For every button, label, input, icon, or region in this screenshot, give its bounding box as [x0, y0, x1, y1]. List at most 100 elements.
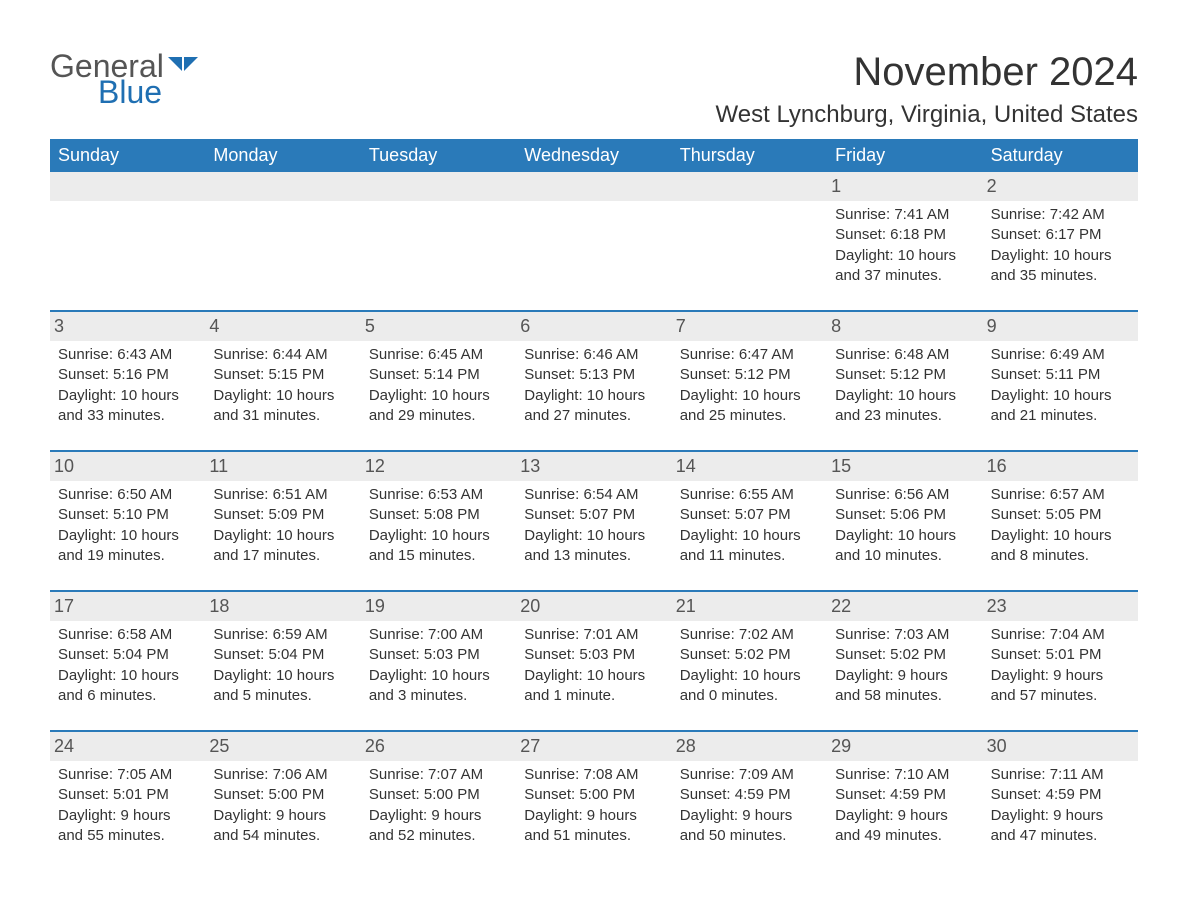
day-cell: 3Sunrise: 6:43 AMSunset: 5:16 PMDaylight…: [50, 312, 205, 450]
day-sunrise: Sunrise: 6:50 AM: [58, 485, 197, 505]
day-d1: Daylight: 10 hours: [680, 666, 819, 686]
day-info: Sunrise: 7:10 AMSunset: 4:59 PMDaylight:…: [835, 765, 974, 846]
day-sunrise: Sunrise: 7:01 AM: [524, 625, 663, 645]
day-sunset: Sunset: 4:59 PM: [680, 785, 819, 805]
day-info: Sunrise: 6:53 AMSunset: 5:08 PMDaylight:…: [369, 485, 508, 566]
day-sunrise: Sunrise: 6:55 AM: [680, 485, 819, 505]
day-sunset: Sunset: 5:13 PM: [524, 365, 663, 385]
day-d1: Daylight: 10 hours: [524, 666, 663, 686]
day-info: Sunrise: 6:45 AMSunset: 5:14 PMDaylight:…: [369, 345, 508, 426]
day-d2: and 49 minutes.: [835, 826, 974, 846]
day-number: 9: [983, 312, 1138, 341]
day-sunset: Sunset: 5:07 PM: [680, 505, 819, 525]
day-d1: Daylight: 10 hours: [680, 386, 819, 406]
day-sunrise: Sunrise: 7:00 AM: [369, 625, 508, 645]
day-cell: 26Sunrise: 7:07 AMSunset: 5:00 PMDayligh…: [361, 732, 516, 870]
day-sunset: Sunset: 5:06 PM: [835, 505, 974, 525]
day-sunrise: Sunrise: 6:46 AM: [524, 345, 663, 365]
day-cell: 2 Sunrise: 7:42 AMSunset: 6:17 PMDaylight…: [983, 172, 1138, 310]
dow-thursday: Thursday: [672, 139, 827, 172]
day-d2: and 27 minutes.: [524, 406, 663, 426]
day-sunrise: Sunrise: 6:51 AM: [213, 485, 352, 505]
day-sunrise: Sunrise: 7:02 AM: [680, 625, 819, 645]
day-cell: 9Sunrise: 6:49 AMSunset: 5:11 PMDaylight…: [983, 312, 1138, 450]
logo-text-block: General Blue: [50, 50, 198, 108]
day-sunrise: Sunrise: 6:54 AM: [524, 485, 663, 505]
day-sunrise: Sunrise: 7:05 AM: [58, 765, 197, 785]
day-info: Sunrise: 7:05 AMSunset: 5:01 PMDaylight:…: [58, 765, 197, 846]
day-number: 30: [983, 732, 1138, 761]
day-info: Sunrise: 7:06 AMSunset: 5:00 PMDaylight:…: [213, 765, 352, 846]
day-d2: and 58 minutes.: [835, 686, 974, 706]
day-cell: [205, 172, 360, 310]
day-sunset: Sunset: 5:03 PM: [369, 645, 508, 665]
day-cell: 8Sunrise: 6:48 AMSunset: 5:12 PMDaylight…: [827, 312, 982, 450]
day-cell: 29 Sunrise: 7:10 AMSunset: 4:59 PMDayligh…: [827, 732, 982, 870]
day-number: 16: [983, 452, 1138, 481]
day-d2: and 17 minutes.: [213, 546, 352, 566]
day-d2: and 0 minutes.: [680, 686, 819, 706]
dow-saturday: Saturday: [983, 139, 1138, 172]
day-d1: Daylight: 10 hours: [991, 526, 1130, 546]
day-info: Sunrise: 7:42 AMSunset: 6:17 PMDaylight:…: [991, 205, 1130, 286]
day-cell: 6Sunrise: 6:46 AMSunset: 5:13 PMDaylight…: [516, 312, 671, 450]
day-info: Sunrise: 6:59 AMSunset: 5:04 PMDaylight:…: [213, 625, 352, 706]
day-number: 27: [516, 732, 671, 761]
day-cell: 24Sunrise: 7:05 AMSunset: 5:01 PMDayligh…: [50, 732, 205, 870]
day-d2: and 13 minutes.: [524, 546, 663, 566]
day-sunrise: Sunrise: 6:49 AM: [991, 345, 1130, 365]
day-cell: 11Sunrise: 6:51 AMSunset: 5:09 PMDayligh…: [205, 452, 360, 590]
day-d2: and 50 minutes.: [680, 826, 819, 846]
day-sunset: Sunset: 5:01 PM: [991, 645, 1130, 665]
day-info: Sunrise: 7:00 AMSunset: 5:03 PMDaylight:…: [369, 625, 508, 706]
calendar-grid: Sunday Monday Tuesday Wednesday Thursday…: [50, 139, 1138, 870]
day-sunset: Sunset: 5:15 PM: [213, 365, 352, 385]
location-subtitle: West Lynchburg, Virginia, United States: [716, 101, 1138, 129]
day-cell: 16Sunrise: 6:57 AMSunset: 5:05 PMDayligh…: [983, 452, 1138, 590]
day-info: Sunrise: 6:46 AMSunset: 5:13 PMDaylight:…: [524, 345, 663, 426]
day-number: 18: [205, 592, 360, 621]
day-sunrise: Sunrise: 7:09 AM: [680, 765, 819, 785]
week-row: 24Sunrise: 7:05 AMSunset: 5:01 PMDayligh…: [50, 730, 1138, 870]
day-number: 17: [50, 592, 205, 621]
day-info: Sunrise: 6:58 AMSunset: 5:04 PMDaylight:…: [58, 625, 197, 706]
day-info: Sunrise: 6:43 AMSunset: 5:16 PMDaylight:…: [58, 345, 197, 426]
day-number: 28: [672, 732, 827, 761]
day-cell: 25Sunrise: 7:06 AMSunset: 5:00 PMDayligh…: [205, 732, 360, 870]
day-number: 29: [827, 732, 982, 761]
day-number: [361, 172, 516, 201]
day-number: 4: [205, 312, 360, 341]
day-cell: 4Sunrise: 6:44 AMSunset: 5:15 PMDaylight…: [205, 312, 360, 450]
day-d2: and 33 minutes.: [58, 406, 197, 426]
day-d1: Daylight: 10 hours: [524, 386, 663, 406]
page-header: General Blue November 2024 West Lynchbur…: [50, 50, 1138, 129]
day-number: 22: [827, 592, 982, 621]
day-number: [516, 172, 671, 201]
day-d1: Daylight: 10 hours: [991, 386, 1130, 406]
day-d2: and 3 minutes.: [369, 686, 508, 706]
day-info: Sunrise: 7:09 AMSunset: 4:59 PMDaylight:…: [680, 765, 819, 846]
day-info: Sunrise: 7:11 AMSunset: 4:59 PMDaylight:…: [991, 765, 1130, 846]
day-number: 11: [205, 452, 360, 481]
day-number: 13: [516, 452, 671, 481]
week-row: 3Sunrise: 6:43 AMSunset: 5:16 PMDaylight…: [50, 310, 1138, 450]
day-sunrise: Sunrise: 6:48 AM: [835, 345, 974, 365]
day-sunset: Sunset: 5:10 PM: [58, 505, 197, 525]
day-d1: Daylight: 9 hours: [58, 806, 197, 826]
day-d2: and 15 minutes.: [369, 546, 508, 566]
day-number: 19: [361, 592, 516, 621]
day-d2: and 54 minutes.: [213, 826, 352, 846]
day-d2: and 57 minutes.: [991, 686, 1130, 706]
day-info: Sunrise: 6:48 AMSunset: 5:12 PMDaylight:…: [835, 345, 974, 426]
day-d1: Daylight: 10 hours: [213, 386, 352, 406]
day-sunrise: Sunrise: 7:10 AM: [835, 765, 974, 785]
day-sunrise: Sunrise: 7:07 AM: [369, 765, 508, 785]
day-number: 2: [983, 172, 1138, 201]
day-cell: [516, 172, 671, 310]
day-cell: 14Sunrise: 6:55 AMSunset: 5:07 PMDayligh…: [672, 452, 827, 590]
day-d1: Daylight: 10 hours: [835, 386, 974, 406]
day-cell: 5Sunrise: 6:45 AMSunset: 5:14 PMDaylight…: [361, 312, 516, 450]
day-d1: Daylight: 10 hours: [58, 526, 197, 546]
day-number: 14: [672, 452, 827, 481]
day-info: Sunrise: 6:47 AMSunset: 5:12 PMDaylight:…: [680, 345, 819, 426]
